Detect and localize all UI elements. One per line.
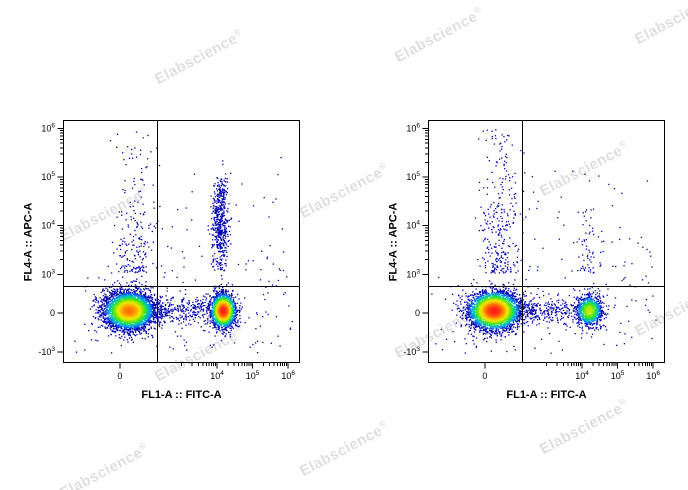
svg-text:105: 105 [41, 171, 55, 182]
svg-text:105: 105 [246, 370, 260, 381]
svg-text:103: 103 [406, 268, 420, 279]
svg-text:0: 0 [482, 371, 487, 381]
svg-text:-103: -103 [403, 346, 420, 357]
flow-plot-left: 0 104 105 106 -103 0 103 104 105 106 FL4-A :: APC… [13, 105, 315, 408]
dot-density-canvas-right [428, 120, 665, 363]
registered-mark-icon: ® [231, 26, 243, 39]
y-axis-label-left: FL4-A :: APC-A [22, 202, 35, 282]
watermark-text: Elabscience® [296, 418, 388, 480]
svg-text:104: 104 [406, 220, 420, 231]
svg-text:106: 106 [646, 370, 660, 381]
svg-text:0: 0 [117, 371, 122, 381]
svg-text:104: 104 [210, 370, 224, 381]
flow-plot-right: 0 104 105 106 -103 0 103 104 105 106 FL4-A :: APC… [378, 105, 680, 408]
svg-text:-103: -103 [38, 346, 55, 357]
watermark-text: Elabscience® [151, 26, 243, 88]
svg-text:106: 106 [41, 123, 55, 134]
svg-text:106: 106 [406, 123, 420, 134]
x-axis-label-right: FL1-A :: FITC-A [506, 389, 587, 401]
x-axis-label-left: FL1-A :: FITC-A [141, 389, 222, 401]
registered-mark-icon: ® [471, 4, 483, 17]
svg-text:104: 104 [575, 370, 589, 381]
svg-text:106: 106 [281, 370, 295, 381]
y-axis-label-right: FL4-A :: APC-A [387, 202, 400, 282]
svg-text:104: 104 [41, 220, 55, 231]
svg-text:0: 0 [415, 308, 420, 318]
registered-mark-icon: ® [376, 418, 388, 431]
dot-density-canvas-left [63, 120, 300, 363]
svg-text:103: 103 [41, 268, 55, 279]
svg-text:105: 105 [611, 370, 625, 381]
watermark-text: Elabscience® [391, 4, 483, 66]
svg-text:105: 105 [406, 171, 420, 182]
watermark-text: Elabscience® [56, 440, 148, 490]
watermark-text: Elabscience® [631, 0, 688, 48]
registered-mark-icon: ® [136, 440, 148, 453]
svg-text:0: 0 [50, 308, 55, 318]
